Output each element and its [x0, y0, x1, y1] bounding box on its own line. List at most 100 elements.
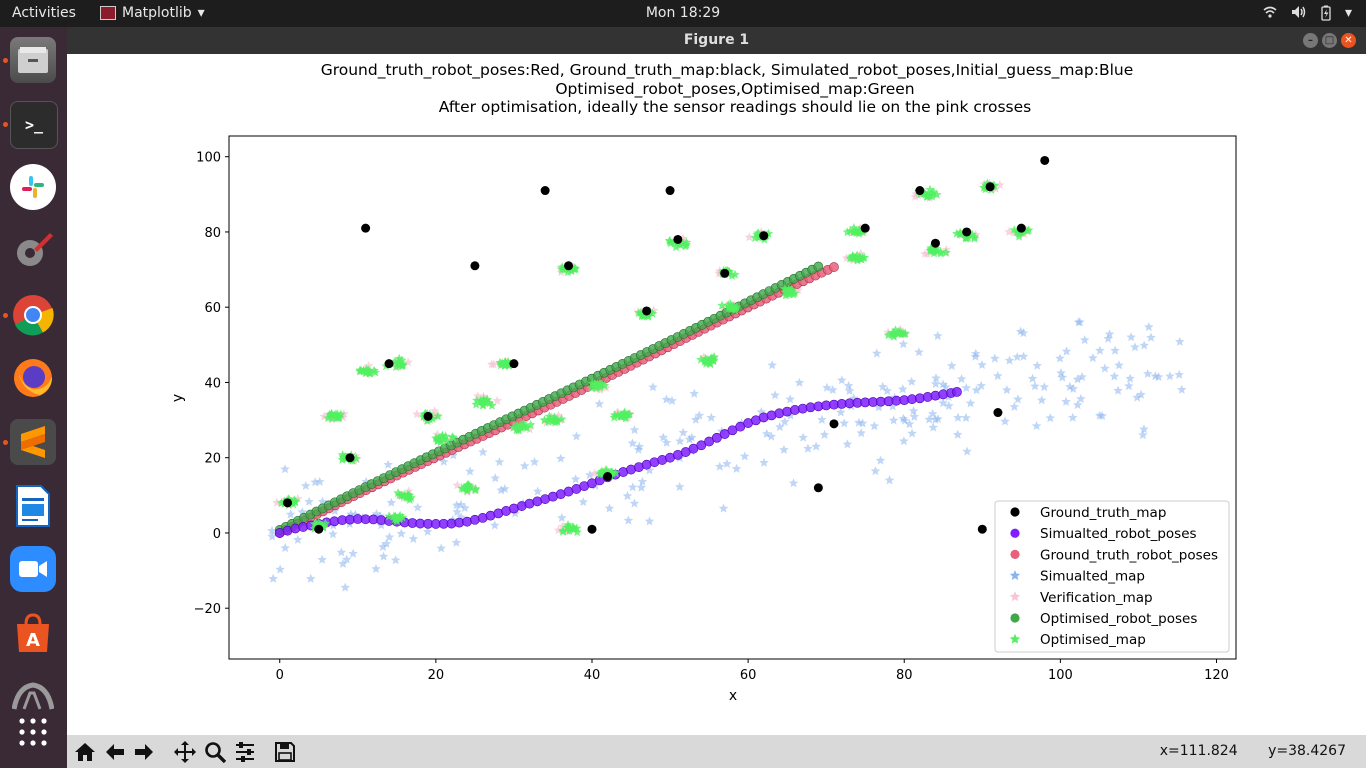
save-button[interactable] [271, 738, 298, 765]
simulated-map-star [971, 385, 982, 395]
ground-truth-map-point [384, 359, 394, 369]
simulated-map-star [678, 427, 688, 437]
home-button[interactable] [71, 738, 98, 765]
simulated-map-star [1146, 332, 1156, 342]
simulated-map-star [976, 380, 986, 390]
simulated-map-star [378, 541, 388, 551]
zoom-button[interactable] [201, 738, 228, 765]
ground-truth-robot-pose [829, 262, 839, 272]
zoom-icon[interactable] [10, 546, 56, 592]
optimised-map-star [894, 328, 904, 338]
system-tools-icon[interactable] [10, 227, 56, 273]
optimised-map-star [931, 246, 942, 256]
optimised-map-star [595, 469, 605, 479]
simulated-map-star [839, 418, 849, 428]
simulated-map-star [674, 482, 685, 491]
ground-truth-map-point [1016, 223, 1026, 233]
home-icon [74, 742, 95, 761]
chevron-down-icon[interactable]: ▾ [1344, 5, 1352, 21]
simulated-map-star [731, 463, 742, 473]
simulated-map-star [990, 353, 1000, 363]
minimize-icon[interactable]: – [1303, 33, 1318, 48]
slack-icon[interactable] [10, 164, 56, 210]
optimised-map-star [370, 367, 381, 377]
simulated-map-star [623, 515, 634, 525]
writer-icon[interactable] [10, 483, 56, 529]
simulated-map-star [436, 543, 446, 553]
wifi-icon[interactable] [1263, 5, 1277, 25]
simulated-robot-pose [704, 436, 714, 447]
simulated-map-star [1110, 345, 1120, 355]
simulated-map-star [519, 461, 530, 470]
terminal-icon[interactable]: >_ [10, 101, 58, 149]
window-titlebar[interactable]: Figure 1 – □ ✕ [67, 27, 1366, 54]
simulated-map-star [439, 456, 449, 466]
simulated-map-star [904, 419, 915, 429]
optimised-map-star [586, 382, 597, 392]
close-icon[interactable]: ✕ [1341, 33, 1356, 48]
verification-map-star [525, 424, 535, 434]
optimised-map-star [638, 310, 649, 320]
optimised-map-star [678, 238, 688, 248]
pan-button[interactable] [171, 738, 198, 765]
simulated-map-star [1174, 369, 1184, 379]
running-indicator [3, 122, 8, 127]
simulated-map-star [715, 461, 725, 471]
optimised-map-star [671, 242, 681, 252]
optimised-map-star [599, 380, 610, 390]
simulated-map-star [689, 388, 699, 398]
simulated-map-star [1095, 410, 1105, 420]
simulated-map-star [794, 377, 805, 387]
simulated-map-star [1100, 363, 1110, 373]
optimised-map-star [516, 422, 526, 432]
verification-map-star [553, 410, 564, 420]
verification-map-star [922, 249, 933, 259]
optimised-map-star [393, 488, 403, 498]
battery-icon[interactable] [1321, 5, 1331, 25]
steam-icon[interactable] [10, 673, 56, 719]
optimised-map-star [730, 269, 740, 279]
x-tick-label: 80 [896, 668, 913, 683]
activities-button[interactable]: Activities [12, 5, 76, 21]
simulated-map-star [348, 548, 358, 558]
simulated-map-star [636, 482, 647, 492]
ground-truth-map-point [642, 306, 652, 316]
sublime-icon[interactable] [10, 419, 56, 465]
simulated-map-star [1061, 346, 1072, 356]
optimised-map-star [557, 264, 567, 274]
axes-frame [228, 135, 1237, 660]
window-title: Figure 1 [683, 32, 750, 48]
simulated-map-star [585, 470, 595, 480]
simulated-map-star [961, 412, 971, 422]
show-apps-icon[interactable] [10, 710, 56, 754]
app-menu[interactable]: Matplotlib ▾ [100, 5, 205, 21]
clock[interactable]: Mon 18:29 [645, 5, 721, 21]
back-button[interactable] [101, 738, 128, 765]
simulated-map-star [1153, 372, 1164, 382]
simulated-map-star [1125, 373, 1135, 383]
files-icon[interactable] [10, 37, 56, 83]
volume-icon[interactable] [1291, 5, 1307, 25]
software-icon[interactable]: A [10, 610, 56, 656]
simulated-map-star [803, 443, 813, 453]
simulated-map-star [317, 554, 327, 564]
ground-truth-map-point [665, 186, 675, 196]
configure-subplots-button[interactable] [231, 738, 258, 765]
simulated-map-star [914, 347, 924, 357]
optimised-map-star [427, 413, 438, 423]
legend-label: Ground_truth_robot_poses [1040, 547, 1218, 563]
maximize-icon[interactable]: □ [1322, 33, 1337, 48]
simulated-map-star [1114, 360, 1124, 370]
legend-label: Simualted_map [1040, 569, 1145, 585]
chrome-icon[interactable] [10, 292, 56, 338]
figure-canvas[interactable]: Ground_truth_robot_poses:Red, Ground_tru… [67, 54, 1366, 735]
simulated-robot-pose [711, 432, 722, 443]
forward-button[interactable] [130, 738, 157, 765]
simulated-map-star [1002, 385, 1012, 395]
optimised-map-star [565, 522, 575, 532]
scatter-plot[interactable]: Ground_truth_robot_poses:Red, Ground_tru… [67, 54, 1366, 735]
system-tray[interactable]: ▾ [1263, 5, 1352, 25]
firefox-icon[interactable] [10, 355, 56, 401]
simulated-map-star [383, 459, 393, 469]
verification-map-star [487, 359, 497, 369]
